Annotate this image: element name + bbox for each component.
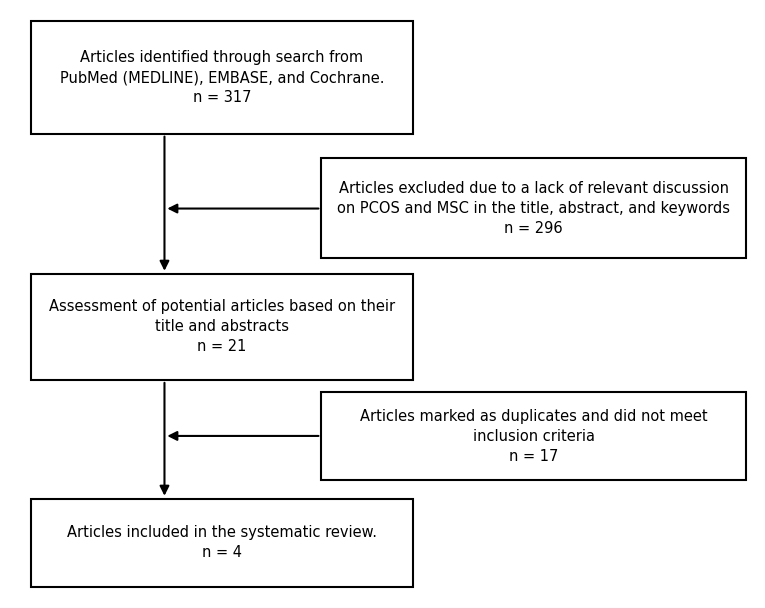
FancyBboxPatch shape bbox=[31, 499, 413, 587]
FancyBboxPatch shape bbox=[31, 274, 413, 380]
Text: Articles marked as duplicates and did not meet
inclusion criteria
n = 17: Articles marked as duplicates and did no… bbox=[360, 409, 708, 463]
Text: Articles excluded due to a lack of relevant discussion
on PCOS and MSC in the ti: Articles excluded due to a lack of relev… bbox=[337, 181, 730, 235]
Text: Articles identified through search from
PubMed (MEDLINE), EMBASE, and Cochrane.
: Articles identified through search from … bbox=[60, 50, 384, 105]
FancyBboxPatch shape bbox=[321, 392, 746, 480]
Text: Articles included in the systematic review.
n = 4: Articles included in the systematic revi… bbox=[67, 525, 377, 560]
FancyBboxPatch shape bbox=[31, 21, 413, 134]
FancyBboxPatch shape bbox=[321, 158, 746, 258]
Text: Assessment of potential articles based on their
title and abstracts
n = 21: Assessment of potential articles based o… bbox=[49, 300, 395, 354]
